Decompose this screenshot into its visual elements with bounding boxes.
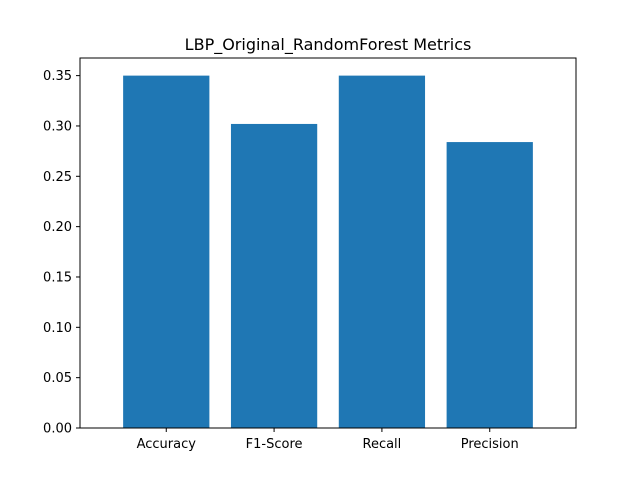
plot-area: Accuracy F1-Score Recall Precision 0.00 0.05 0…	[43, 69, 533, 452]
y-tick-label: 0.00	[43, 422, 72, 437]
y-tick-label: 0.05	[43, 371, 72, 386]
x-tick-label: Accuracy	[137, 437, 197, 452]
axes-frame	[79, 57, 577, 429]
x-tick-label: Precision	[461, 437, 519, 452]
bar	[230, 123, 318, 428]
x-tick-label: Recall	[363, 437, 402, 452]
y-tick-label: 0.15	[43, 270, 72, 285]
chart-title: LBP_Original_RandomForest Metrics	[185, 35, 472, 55]
y-tick-label: 0.35	[43, 69, 72, 84]
y-tick-label: 0.20	[43, 220, 72, 235]
y-tick-label: 0.25	[43, 170, 72, 185]
y-tick-label: 0.30	[43, 119, 72, 134]
y-tick-label: 0.10	[43, 321, 72, 336]
x-tick-label: F1-Score	[246, 437, 303, 452]
bar	[123, 75, 210, 428]
bar	[446, 142, 533, 428]
bar	[338, 75, 426, 428]
